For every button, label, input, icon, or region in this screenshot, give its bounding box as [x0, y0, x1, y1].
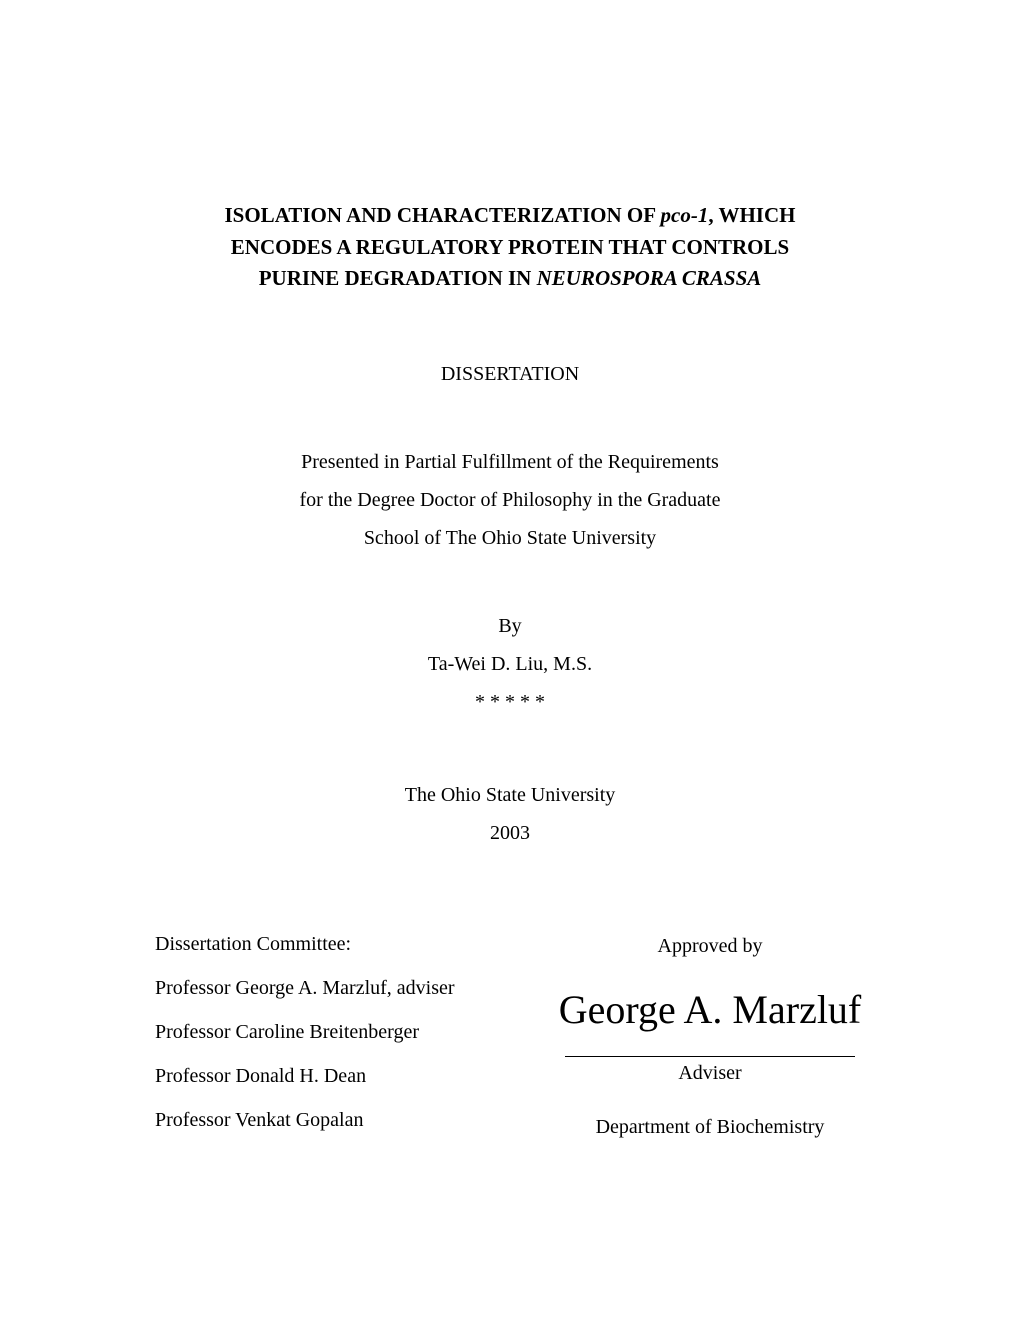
- year: 2003: [155, 814, 865, 852]
- committee-member: Professor George A. Marzluf, adviser: [155, 966, 455, 1010]
- committee-block: Dissertation Committee: Professor George…: [155, 922, 455, 1142]
- department: Department of Biochemistry: [555, 1109, 865, 1145]
- university-block: The Ohio State University 2003: [155, 776, 865, 852]
- committee-member: Professor Venkat Gopalan: [155, 1098, 455, 1142]
- by-label: By: [155, 607, 865, 645]
- separator: * * * * *: [155, 683, 865, 721]
- signature-area: George A. Marzluf: [555, 986, 865, 1056]
- committee-member: Professor Caroline Breitenberger: [155, 1010, 455, 1054]
- fulfillment-line-1: Presented in Partial Fulfillment of the …: [155, 443, 865, 481]
- author-block: By Ta-Wei D. Liu, M.S. * * * * *: [155, 607, 865, 721]
- dissertation-title: ISOLATION AND CHARACTERIZATION OF pco-1,…: [155, 200, 865, 295]
- fulfillment-line-2: for the Degree Doctor of Philosophy in t…: [155, 481, 865, 519]
- adviser-label: Adviser: [555, 1055, 865, 1091]
- fulfillment-line-3: School of The Ohio State University: [155, 519, 865, 557]
- title-line-1: ISOLATION AND CHARACTERIZATION OF pco-1,…: [155, 200, 865, 232]
- committee-member: Professor Donald H. Dean: [155, 1054, 455, 1098]
- document-type: DISSERTATION: [155, 355, 865, 393]
- title-line-3: PURINE DEGRADATION IN NEUROSPORA CRASSA: [155, 263, 865, 295]
- title-line-2: ENCODES A REGULATORY PROTEIN THAT CONTRO…: [155, 232, 865, 264]
- committee-heading: Dissertation Committee:: [155, 922, 455, 966]
- approved-by-label: Approved by: [555, 928, 865, 964]
- fulfillment-statement: Presented in Partial Fulfillment of the …: [155, 443, 865, 557]
- bottom-section: Dissertation Committee: Professor George…: [155, 922, 865, 1145]
- university-name: The Ohio State University: [155, 776, 865, 814]
- signature: George A. Marzluf: [559, 974, 862, 1046]
- approval-block: Approved by George A. Marzluf Adviser De…: [555, 922, 865, 1145]
- author-name: Ta-Wei D. Liu, M.S.: [155, 645, 865, 683]
